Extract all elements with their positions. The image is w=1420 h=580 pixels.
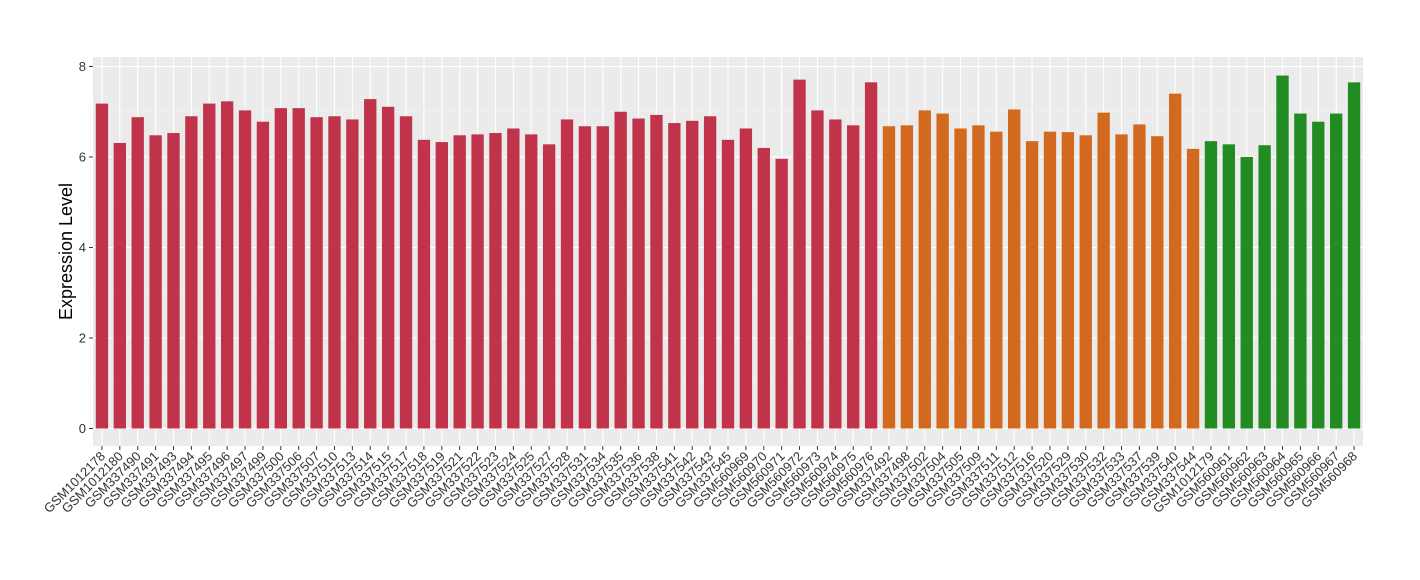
bar bbox=[95, 103, 109, 429]
bar bbox=[364, 99, 377, 429]
bar bbox=[900, 125, 914, 429]
bar bbox=[149, 135, 162, 429]
bar bbox=[882, 126, 896, 429]
bar bbox=[525, 134, 538, 429]
bar bbox=[1312, 121, 1325, 429]
bar bbox=[918, 110, 931, 429]
bar bbox=[703, 116, 717, 429]
bar bbox=[185, 116, 198, 429]
bar bbox=[1204, 141, 1218, 429]
bar bbox=[399, 116, 413, 429]
bar bbox=[614, 111, 627, 429]
bar bbox=[757, 147, 770, 429]
bar bbox=[972, 125, 985, 429]
bar bbox=[560, 119, 574, 429]
bar bbox=[1061, 132, 1075, 429]
y-axis: 0 2 4 6 8 bbox=[79, 59, 93, 436]
y-axis-title: Expression Level bbox=[56, 183, 76, 320]
bar bbox=[1294, 113, 1307, 429]
bar bbox=[1008, 109, 1021, 429]
bar bbox=[1186, 148, 1200, 429]
bar bbox=[507, 128, 520, 429]
bar bbox=[1151, 136, 1164, 429]
y-tick-label: 8 bbox=[79, 59, 86, 74]
y-tick-label: 2 bbox=[79, 331, 86, 346]
bar bbox=[668, 123, 681, 429]
bar bbox=[489, 133, 502, 429]
bar bbox=[1276, 75, 1289, 429]
bar bbox=[1133, 124, 1146, 429]
bar bbox=[1258, 145, 1271, 429]
bar bbox=[1079, 135, 1092, 429]
bar bbox=[328, 116, 341, 429]
bar bbox=[775, 158, 788, 429]
bar bbox=[167, 133, 180, 429]
bar bbox=[542, 144, 556, 429]
bar bbox=[1240, 157, 1253, 429]
bar bbox=[256, 121, 270, 429]
bar bbox=[793, 79, 806, 429]
bar bbox=[435, 142, 448, 429]
bar bbox=[417, 139, 431, 429]
bar bbox=[1222, 144, 1236, 429]
bar bbox=[113, 142, 127, 429]
bar bbox=[632, 118, 645, 429]
bar bbox=[203, 103, 216, 429]
bar bbox=[453, 135, 466, 429]
bar bbox=[220, 101, 234, 429]
bar bbox=[381, 106, 395, 429]
bar bbox=[1329, 113, 1343, 429]
bar bbox=[471, 134, 484, 429]
bar bbox=[721, 139, 735, 429]
bar bbox=[739, 128, 753, 429]
bar bbox=[292, 108, 305, 429]
bar bbox=[990, 131, 1003, 429]
bar bbox=[1097, 112, 1110, 429]
y-tick-label: 6 bbox=[79, 150, 86, 165]
x-axis: GSM1012178GSM1012180GSM337490GSM337491GS… bbox=[41, 446, 1360, 516]
bar bbox=[1043, 131, 1057, 429]
bar bbox=[1115, 134, 1128, 429]
bar bbox=[1347, 82, 1361, 429]
bar bbox=[1025, 141, 1039, 429]
bar bbox=[274, 108, 287, 429]
bar bbox=[650, 114, 663, 429]
bar bbox=[310, 117, 323, 429]
bar bbox=[954, 128, 967, 429]
bar bbox=[596, 126, 609, 429]
bars bbox=[95, 75, 1361, 429]
bar bbox=[346, 119, 359, 429]
bar bbox=[578, 126, 592, 429]
bar bbox=[811, 110, 824, 429]
bar bbox=[131, 117, 144, 429]
bar bbox=[238, 110, 252, 429]
bar bbox=[829, 119, 842, 429]
y-tick-label: 0 bbox=[79, 421, 86, 436]
bar bbox=[936, 113, 949, 429]
bar bbox=[847, 125, 860, 429]
y-tick-label: 4 bbox=[79, 240, 86, 255]
bar bbox=[864, 82, 878, 429]
bar bbox=[1169, 93, 1182, 429]
bar bbox=[686, 120, 699, 429]
